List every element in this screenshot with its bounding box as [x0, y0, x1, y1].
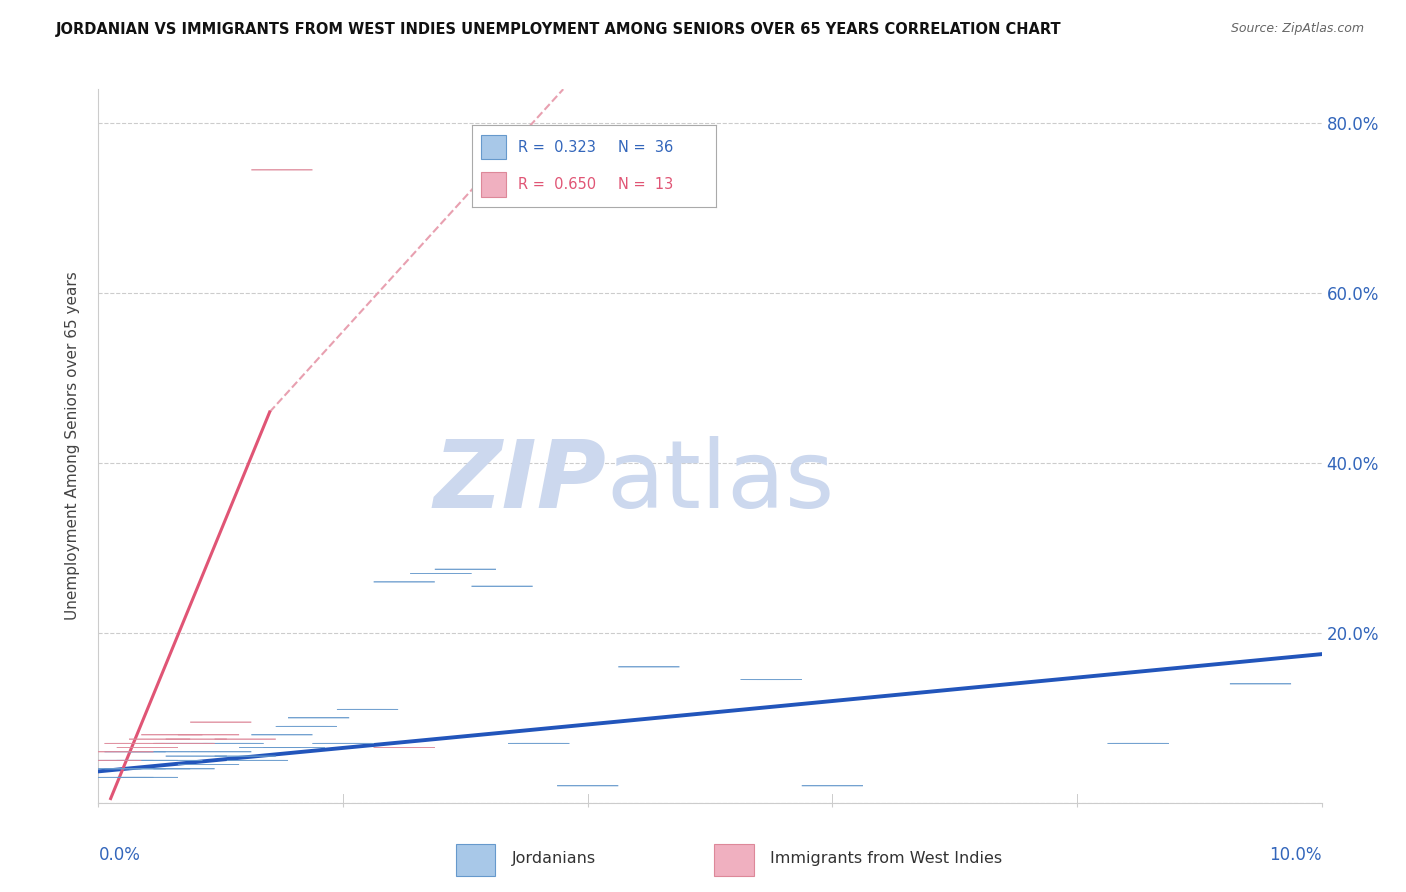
Text: atlas: atlas — [606, 435, 834, 528]
Text: R =  0.650: R = 0.650 — [517, 178, 596, 193]
Text: Immigrants from West Indies: Immigrants from West Indies — [770, 851, 1002, 866]
Bar — [481, 135, 506, 160]
Bar — [481, 172, 506, 197]
Bar — [456, 844, 495, 876]
Text: Jordanians: Jordanians — [512, 851, 596, 866]
Text: JORDANIAN VS IMMIGRANTS FROM WEST INDIES UNEMPLOYMENT AMONG SENIORS OVER 65 YEAR: JORDANIAN VS IMMIGRANTS FROM WEST INDIES… — [56, 22, 1062, 37]
Text: Source: ZipAtlas.com: Source: ZipAtlas.com — [1230, 22, 1364, 36]
Text: 10.0%: 10.0% — [1270, 846, 1322, 863]
Text: 0.0%: 0.0% — [98, 846, 141, 863]
Y-axis label: Unemployment Among Seniors over 65 years: Unemployment Among Seniors over 65 years — [65, 272, 80, 620]
Text: ZIP: ZIP — [433, 435, 606, 528]
Text: N =  36: N = 36 — [619, 139, 673, 154]
Bar — [714, 844, 754, 876]
Text: N =  13: N = 13 — [619, 178, 673, 193]
Text: R =  0.323: R = 0.323 — [517, 139, 596, 154]
